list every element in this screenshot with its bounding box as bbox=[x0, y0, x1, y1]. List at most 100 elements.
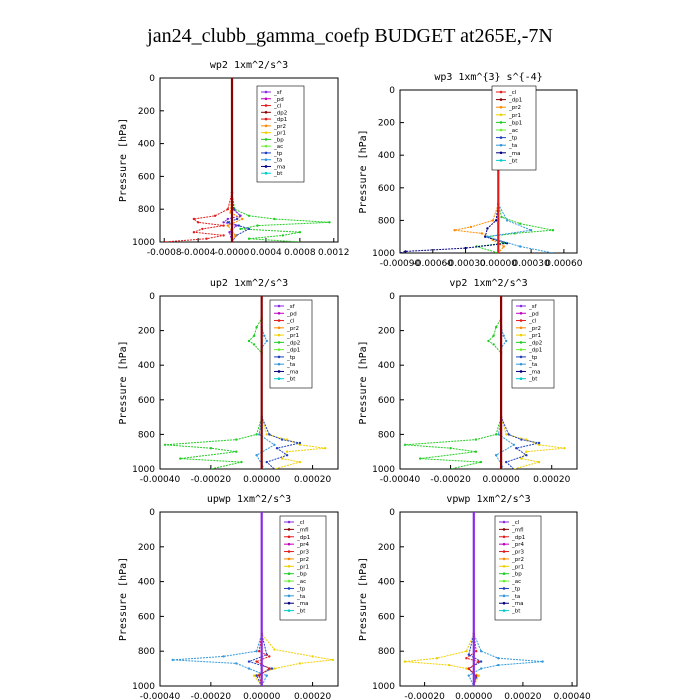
series-line-green bbox=[405, 296, 502, 469]
legend-label: _ta bbox=[273, 158, 282, 164]
data-point bbox=[525, 454, 528, 457]
legend-marker bbox=[519, 333, 523, 337]
data-point bbox=[265, 339, 268, 343]
data-point bbox=[247, 214, 251, 217]
data-point bbox=[541, 660, 544, 663]
x-tick-label: -0.00040 bbox=[140, 475, 181, 485]
y-tick-label: 200 bbox=[138, 327, 155, 337]
y-axis-label: Pressure [hPa] bbox=[118, 340, 129, 424]
legend-label: _dp2 bbox=[528, 340, 542, 346]
legend-marker bbox=[264, 171, 268, 175]
legend-marker bbox=[502, 587, 506, 590]
data-point bbox=[494, 454, 498, 457]
data-point bbox=[487, 339, 490, 343]
legend-marker bbox=[499, 136, 503, 139]
y-tick-label: 200 bbox=[378, 119, 395, 129]
data-point bbox=[252, 674, 256, 677]
legend-label: _sf bbox=[528, 304, 538, 310]
data-point bbox=[477, 660, 480, 663]
data-point bbox=[226, 224, 229, 227]
x-tick-label: 0.0012 bbox=[318, 248, 350, 258]
legend-label: _tp bbox=[528, 355, 538, 361]
legend-marker bbox=[277, 362, 281, 366]
data-point bbox=[235, 224, 238, 227]
legend-label: _dp2 bbox=[273, 110, 287, 116]
panel-1: wp2 1xm^2/s^3 Pressure [hPa] 0 200 400 600 800… bbox=[118, 60, 350, 258]
legend-marker bbox=[499, 105, 503, 109]
panel-6: vpwp 1xm^2/s^3 Pressure [hPa] 0 200 400 600 80… bbox=[358, 494, 591, 700]
plot-frame bbox=[399, 295, 578, 470]
legend-marker bbox=[502, 520, 506, 524]
data-point bbox=[298, 443, 302, 446]
legend-label: _pr1 bbox=[511, 564, 524, 570]
data-point bbox=[205, 237, 208, 240]
legend-marker bbox=[264, 90, 268, 94]
y-tick-label: 1000 bbox=[372, 465, 395, 475]
x-tick-label: 0.00020 bbox=[294, 475, 331, 485]
legend-label: _cl bbox=[508, 90, 517, 96]
x-tick-label: -0.00020 bbox=[191, 692, 232, 700]
panel-4: vp2 1xm^2/s^3 Pressure [hPa] 0 200 400 600 800… bbox=[358, 278, 578, 485]
legend-label: _ma bbox=[508, 151, 520, 157]
legend-label: _pr1 bbox=[296, 564, 309, 570]
data-point bbox=[268, 433, 271, 436]
data-point bbox=[505, 339, 508, 343]
legend-marker bbox=[519, 370, 523, 373]
legend-label: _bp1 bbox=[508, 120, 522, 126]
legend-marker bbox=[502, 594, 506, 598]
data-point bbox=[270, 667, 274, 670]
series-group bbox=[163, 296, 327, 469]
data-point bbox=[192, 217, 196, 221]
y-tick-label: 0 bbox=[389, 508, 395, 518]
y-tick-label: 200 bbox=[138, 543, 155, 553]
series-line-skyblue bbox=[255, 296, 276, 469]
y-tick-label: 1000 bbox=[132, 238, 155, 248]
legend-marker bbox=[287, 579, 291, 583]
legend-label: _dp1 bbox=[511, 535, 525, 541]
legend-label: _bt bbox=[528, 377, 538, 383]
data-point bbox=[500, 215, 503, 219]
data-point bbox=[448, 663, 451, 667]
data-point bbox=[273, 443, 276, 446]
x-tick-label: -0.0004 bbox=[181, 248, 216, 258]
data-point bbox=[484, 235, 487, 238]
data-point bbox=[449, 447, 452, 450]
legend-label: _ta bbox=[528, 362, 537, 368]
data-point bbox=[226, 217, 229, 221]
legend-marker bbox=[287, 542, 291, 546]
legend-label: _ac bbox=[273, 144, 283, 150]
series-line-green bbox=[476, 90, 554, 253]
y-tick-label: 800 bbox=[378, 216, 395, 226]
data-point bbox=[477, 674, 480, 677]
panel-5: upwp 1xm^2/s^3 Pressure [hPa] 0 200 400 600 80… bbox=[118, 494, 339, 700]
legend-label: _pr4 bbox=[511, 542, 525, 548]
legend-marker bbox=[519, 311, 523, 315]
legend-marker bbox=[277, 355, 281, 359]
panel-title: wp3 1xm^{3} s^{-4} bbox=[434, 72, 542, 83]
data-point bbox=[465, 650, 468, 653]
series-group bbox=[400, 90, 555, 253]
legend: _cl_mfl_dp1_pr4_pr3_pr2_pr1_bp_ac_tp_ta_… bbox=[279, 515, 327, 621]
legend-marker bbox=[519, 326, 523, 330]
legend-label: _mfl bbox=[296, 527, 309, 533]
x-tick-label: -0.0008 bbox=[147, 248, 182, 258]
legend-marker bbox=[287, 601, 291, 605]
legend-label: _tp bbox=[286, 355, 296, 361]
legend-label: _sf bbox=[273, 90, 283, 96]
data-point bbox=[497, 657, 500, 660]
data-point bbox=[280, 438, 284, 441]
legend-marker bbox=[287, 535, 291, 539]
legend-marker bbox=[277, 341, 281, 344]
series-group bbox=[164, 78, 331, 242]
data-point bbox=[519, 245, 522, 248]
legend-marker bbox=[499, 90, 503, 94]
legend-label: _ac bbox=[296, 579, 306, 585]
data-point bbox=[480, 232, 484, 235]
x-tick-label: -0.00020 bbox=[430, 475, 471, 485]
legend-label: _pr1 bbox=[528, 333, 541, 339]
series-line-blue bbox=[468, 512, 483, 686]
series-line-green bbox=[231, 78, 330, 242]
legend-label: _dp1 bbox=[286, 348, 300, 354]
legend-marker bbox=[519, 362, 523, 366]
data-point bbox=[537, 443, 541, 446]
